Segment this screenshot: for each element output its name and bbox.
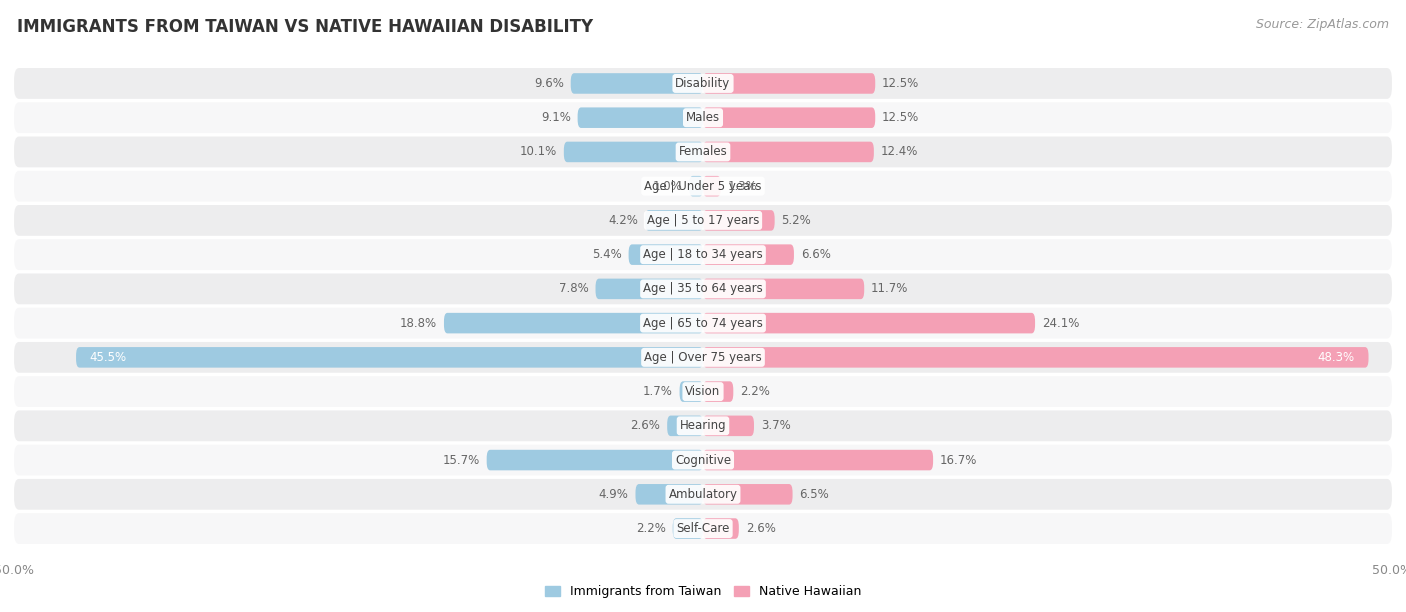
Text: Hearing: Hearing	[679, 419, 727, 432]
Text: Age | Under 5 years: Age | Under 5 years	[644, 180, 762, 193]
FancyBboxPatch shape	[14, 239, 1392, 270]
Text: IMMIGRANTS FROM TAIWAN VS NATIVE HAWAIIAN DISABILITY: IMMIGRANTS FROM TAIWAN VS NATIVE HAWAIIA…	[17, 18, 593, 36]
FancyBboxPatch shape	[703, 141, 875, 162]
FancyBboxPatch shape	[486, 450, 703, 471]
Text: Disability: Disability	[675, 77, 731, 90]
Text: Self-Care: Self-Care	[676, 522, 730, 535]
Text: 9.6%: 9.6%	[534, 77, 564, 90]
Text: 12.5%: 12.5%	[882, 77, 920, 90]
FancyBboxPatch shape	[703, 176, 721, 196]
FancyBboxPatch shape	[14, 479, 1392, 510]
Text: 2.6%: 2.6%	[630, 419, 661, 432]
Text: Ambulatory: Ambulatory	[668, 488, 738, 501]
FancyBboxPatch shape	[628, 244, 703, 265]
FancyBboxPatch shape	[672, 518, 703, 539]
Text: 2.2%: 2.2%	[636, 522, 666, 535]
Text: Age | 35 to 64 years: Age | 35 to 64 years	[643, 282, 763, 296]
FancyBboxPatch shape	[14, 171, 1392, 201]
Text: Females: Females	[679, 146, 727, 159]
Text: 5.4%: 5.4%	[592, 248, 621, 261]
FancyBboxPatch shape	[596, 278, 703, 299]
Text: 4.2%: 4.2%	[609, 214, 638, 227]
Text: 3.7%: 3.7%	[761, 419, 790, 432]
FancyBboxPatch shape	[703, 278, 865, 299]
FancyBboxPatch shape	[571, 73, 703, 94]
FancyBboxPatch shape	[636, 484, 703, 504]
Legend: Immigrants from Taiwan, Native Hawaiian: Immigrants from Taiwan, Native Hawaiian	[540, 580, 866, 603]
FancyBboxPatch shape	[14, 102, 1392, 133]
FancyBboxPatch shape	[444, 313, 703, 334]
FancyBboxPatch shape	[679, 381, 703, 402]
Text: 12.4%: 12.4%	[880, 146, 918, 159]
Text: 4.9%: 4.9%	[599, 488, 628, 501]
FancyBboxPatch shape	[578, 108, 703, 128]
FancyBboxPatch shape	[564, 141, 703, 162]
Text: Vision: Vision	[685, 385, 721, 398]
FancyBboxPatch shape	[645, 210, 703, 231]
FancyBboxPatch shape	[668, 416, 703, 436]
Text: 18.8%: 18.8%	[399, 316, 437, 330]
FancyBboxPatch shape	[703, 381, 734, 402]
Text: 2.2%: 2.2%	[740, 385, 770, 398]
FancyBboxPatch shape	[703, 108, 875, 128]
Text: 24.1%: 24.1%	[1042, 316, 1080, 330]
FancyBboxPatch shape	[14, 274, 1392, 304]
Text: 5.2%: 5.2%	[782, 214, 811, 227]
FancyBboxPatch shape	[14, 308, 1392, 338]
FancyBboxPatch shape	[76, 347, 703, 368]
Text: 9.1%: 9.1%	[541, 111, 571, 124]
FancyBboxPatch shape	[689, 176, 703, 196]
FancyBboxPatch shape	[703, 313, 1035, 334]
Text: Age | 5 to 17 years: Age | 5 to 17 years	[647, 214, 759, 227]
Text: 11.7%: 11.7%	[872, 282, 908, 296]
Text: 2.6%: 2.6%	[745, 522, 776, 535]
FancyBboxPatch shape	[703, 73, 875, 94]
FancyBboxPatch shape	[14, 342, 1392, 373]
Text: 1.0%: 1.0%	[652, 180, 682, 193]
FancyBboxPatch shape	[703, 416, 754, 436]
FancyBboxPatch shape	[703, 210, 775, 231]
Text: 1.7%: 1.7%	[643, 385, 672, 398]
Text: Males: Males	[686, 111, 720, 124]
FancyBboxPatch shape	[14, 513, 1392, 544]
Text: 6.5%: 6.5%	[800, 488, 830, 501]
Text: Age | Over 75 years: Age | Over 75 years	[644, 351, 762, 364]
FancyBboxPatch shape	[703, 347, 1368, 368]
Text: 15.7%: 15.7%	[443, 453, 479, 466]
Text: 7.8%: 7.8%	[560, 282, 589, 296]
FancyBboxPatch shape	[14, 205, 1392, 236]
FancyBboxPatch shape	[14, 376, 1392, 407]
Text: 12.5%: 12.5%	[882, 111, 920, 124]
FancyBboxPatch shape	[703, 484, 793, 504]
Text: Cognitive: Cognitive	[675, 453, 731, 466]
Text: Age | 65 to 74 years: Age | 65 to 74 years	[643, 316, 763, 330]
Text: 6.6%: 6.6%	[801, 248, 831, 261]
Text: 16.7%: 16.7%	[941, 453, 977, 466]
Text: Age | 18 to 34 years: Age | 18 to 34 years	[643, 248, 763, 261]
Text: 48.3%: 48.3%	[1317, 351, 1355, 364]
FancyBboxPatch shape	[703, 450, 934, 471]
FancyBboxPatch shape	[14, 445, 1392, 476]
Text: 10.1%: 10.1%	[520, 146, 557, 159]
Text: Source: ZipAtlas.com: Source: ZipAtlas.com	[1256, 18, 1389, 31]
FancyBboxPatch shape	[14, 68, 1392, 99]
Text: 1.3%: 1.3%	[728, 180, 758, 193]
FancyBboxPatch shape	[14, 136, 1392, 167]
FancyBboxPatch shape	[703, 244, 794, 265]
FancyBboxPatch shape	[703, 518, 738, 539]
FancyBboxPatch shape	[14, 411, 1392, 441]
Text: 45.5%: 45.5%	[90, 351, 127, 364]
